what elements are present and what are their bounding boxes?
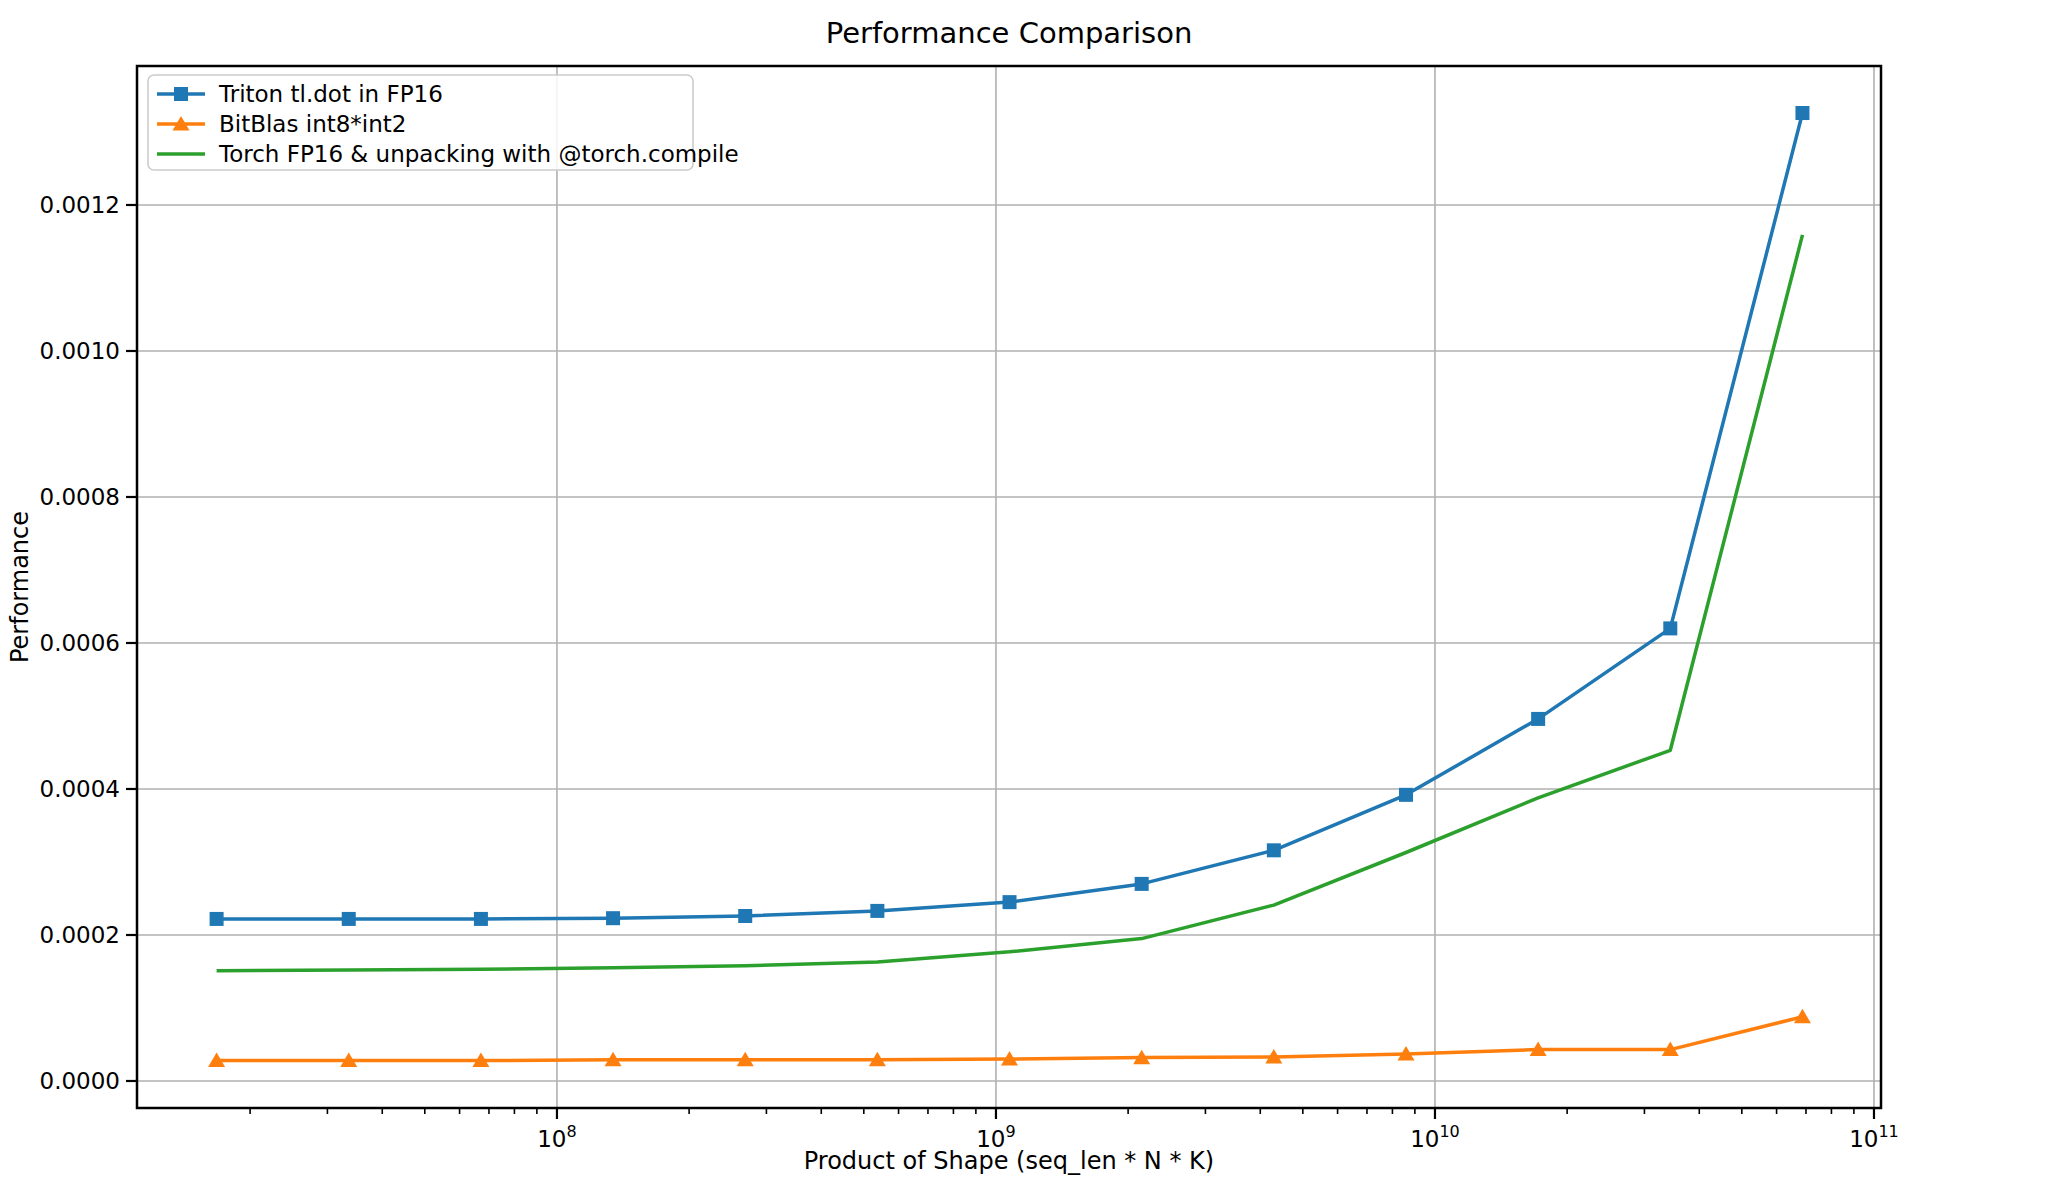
square-marker [1003,895,1017,909]
square-marker [474,912,488,926]
square-marker [342,912,356,926]
legend-label: BitBlas int8*int2 [219,111,406,137]
square-marker [738,909,752,923]
x-axis-label: Product of Shape (seq_len * N * K) [804,1147,1214,1175]
y-axis-label: Performance [6,511,34,663]
y-tick-label: 0.0012 [40,192,120,218]
y-tick-label: 0.0010 [40,338,120,364]
square-marker [210,912,224,926]
square-marker [1663,621,1677,635]
triangle-marker [1794,1009,1811,1024]
square-marker [174,87,188,101]
x-tick-label: 1011 [1849,1122,1899,1152]
x-tick-label: 108 [537,1122,576,1152]
y-tick-label: 0.0002 [40,922,120,948]
legend-label: Triton tl.dot in FP16 [218,81,443,107]
y-tick-label: 0.0008 [40,484,120,510]
square-marker [1267,843,1281,857]
y-tick-label: 0.0000 [40,1068,120,1094]
performance-chart: 108109101010110.00000.00020.00040.00060.… [0,0,2047,1183]
x-tick-label: 1010 [1410,1122,1460,1152]
square-marker [1531,712,1545,726]
y-tick-label: 0.0006 [40,630,120,656]
square-marker [1135,877,1149,891]
data-series [208,106,1811,1067]
series-line [217,235,1803,971]
chart-title: Performance Comparison [826,16,1193,50]
series-line [217,113,1803,919]
legend: Triton tl.dot in FP16 BitBlas int8*int2 To… [148,75,739,170]
axis-ticks: 108109101010110.00000.00020.00040.00060.… [40,192,1899,1152]
performance-chart-figure: 108109101010110.00000.00020.00040.00060.… [0,0,2047,1183]
legend-label: Torch FP16 & unpacking with @torch.compi… [218,141,739,167]
square-marker [1795,106,1809,120]
series-2 [208,1009,1811,1067]
series-1 [210,106,1810,926]
series-3 [217,235,1803,971]
square-marker [1399,788,1413,802]
y-tick-label: 0.0004 [40,776,120,802]
square-marker [606,911,620,925]
square-marker [870,904,884,918]
